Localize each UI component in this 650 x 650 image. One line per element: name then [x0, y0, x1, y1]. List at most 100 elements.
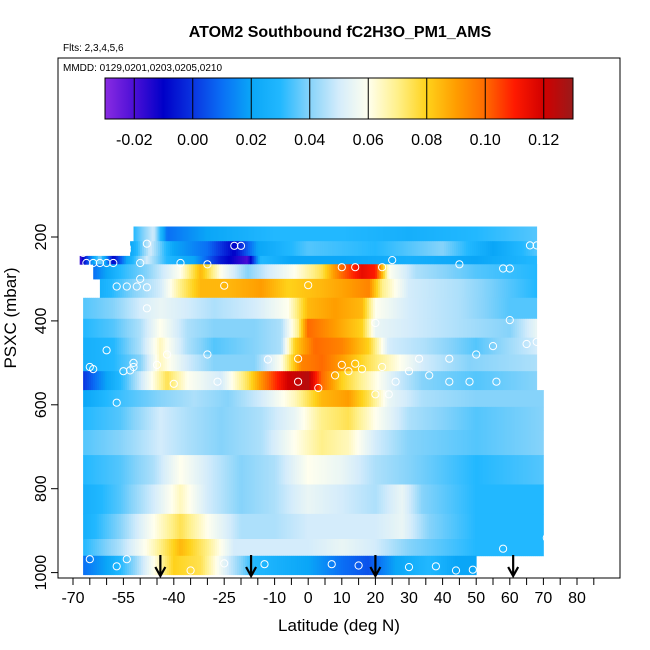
heatmap-cell: [349, 337, 352, 355]
heatmap-cell: [149, 318, 152, 339]
heatmap-cell: [485, 484, 488, 515]
heatmap-cell: [334, 241, 337, 257]
heatmap-cell: [367, 555, 370, 576]
heatmap-cell: [419, 297, 422, 320]
heatmap-cell: [227, 406, 230, 431]
heatmap-cell: [93, 455, 96, 485]
heatmap-cell: [253, 255, 257, 265]
heatmap-cell: [359, 430, 362, 456]
heatmap-cell: [513, 278, 517, 299]
heatmap-cell: [137, 539, 140, 557]
heatmap-cell: [533, 430, 536, 456]
heatmap-cell: [265, 318, 268, 339]
heatmap-cell: [443, 226, 446, 242]
heatmap-cell: [207, 337, 210, 355]
heatmap-cell: [97, 297, 100, 320]
heatmap-cell: [83, 539, 86, 557]
heatmap-cell: [155, 539, 158, 557]
heatmap-cell: [317, 264, 320, 280]
heatmap-cell: [219, 555, 222, 576]
heatmap-cell: [181, 354, 184, 372]
heatmap-cell: [449, 371, 452, 391]
heatmap-cell: [235, 406, 238, 431]
heatmap-cell: [187, 484, 190, 515]
heatmap-cell: [441, 255, 445, 265]
heatmap-cell: [283, 406, 286, 431]
heatmap-cell: [467, 513, 470, 540]
heatmap-cell: [431, 264, 434, 280]
heatmap-cell: [271, 539, 274, 557]
heatmap-cell: [291, 406, 294, 431]
heatmap-cell: [153, 406, 156, 431]
heatmap-cell: [511, 354, 514, 372]
heatmap-cell: [471, 539, 474, 557]
heatmap-cell: [213, 484, 216, 515]
data-marker: [378, 263, 387, 272]
heatmap-cell: [161, 354, 164, 372]
heatmap-cell: [371, 539, 374, 557]
heatmap-cell: [239, 371, 242, 391]
heatmap-cell: [201, 455, 204, 485]
heatmap-cell: [435, 390, 438, 408]
heatmap-cell: [429, 555, 432, 576]
heatmap-cell: [379, 337, 382, 355]
heatmap-cell: [181, 278, 185, 299]
heatmap-cell: [393, 264, 396, 280]
heatmap-cell: [313, 354, 316, 372]
heatmap-cell: [355, 371, 358, 391]
heatmap-cell: [485, 390, 488, 408]
heatmap-cell: [129, 406, 132, 431]
heatmap-band: [83, 318, 538, 339]
heatmap-cell: [527, 371, 530, 391]
heatmap-cell: [479, 337, 482, 355]
heatmap-cell: [243, 318, 246, 339]
heatmap-cell: [285, 555, 288, 576]
heatmap-cell: [311, 455, 314, 485]
heatmap-cell: [391, 406, 394, 431]
heatmap-cell: [535, 430, 538, 456]
heatmap-cell: [171, 278, 175, 299]
heatmap-band: [83, 337, 538, 355]
heatmap-cell: [217, 278, 221, 299]
heatmap-cell: [385, 455, 388, 485]
x-tick-label: -70: [61, 590, 84, 607]
heatmap-cell: [245, 337, 248, 355]
heatmap-cell: [445, 226, 448, 242]
heatmap-cell: [343, 539, 346, 557]
heatmap-cell: [243, 354, 246, 372]
heatmap-cell: [265, 555, 268, 576]
heatmap-cell: [315, 371, 318, 391]
heatmap-cell: [145, 430, 148, 456]
heatmap-cell: [374, 241, 377, 257]
heatmap-cell: [163, 264, 166, 280]
heatmap-cell: [381, 255, 385, 265]
heatmap-cell: [461, 555, 464, 576]
heatmap-cell: [403, 354, 406, 372]
heatmap-cell: [526, 241, 529, 257]
heatmap-cell: [85, 390, 88, 408]
heatmap-cell: [261, 539, 264, 557]
heatmap-cell: [433, 390, 436, 408]
heatmap-cell: [221, 555, 224, 576]
heatmap-cell: [367, 430, 370, 456]
heatmap-cell: [285, 278, 289, 299]
heatmap-cell: [255, 297, 258, 320]
heatmap-cell: [463, 555, 466, 576]
heatmap-cell: [85, 513, 88, 540]
heatmap-cell: [287, 278, 291, 299]
heatmap-cell: [161, 390, 164, 408]
heatmap-cell: [147, 318, 150, 339]
heatmap-cell: [217, 455, 220, 485]
heatmap-cell: [493, 513, 496, 540]
heatmap-cell: [337, 337, 340, 355]
heatmap-cell: [85, 406, 88, 431]
heatmap-cell: [303, 455, 306, 485]
data-marker: [431, 562, 440, 571]
heatmap-cell: [83, 318, 86, 339]
heatmap-cell: [257, 390, 260, 408]
heatmap-cell: [189, 539, 192, 557]
heatmap-cell: [97, 390, 100, 408]
heatmap-cell: [243, 337, 246, 355]
heatmap-cell: [503, 255, 507, 265]
heatmap-cell: [421, 484, 424, 515]
